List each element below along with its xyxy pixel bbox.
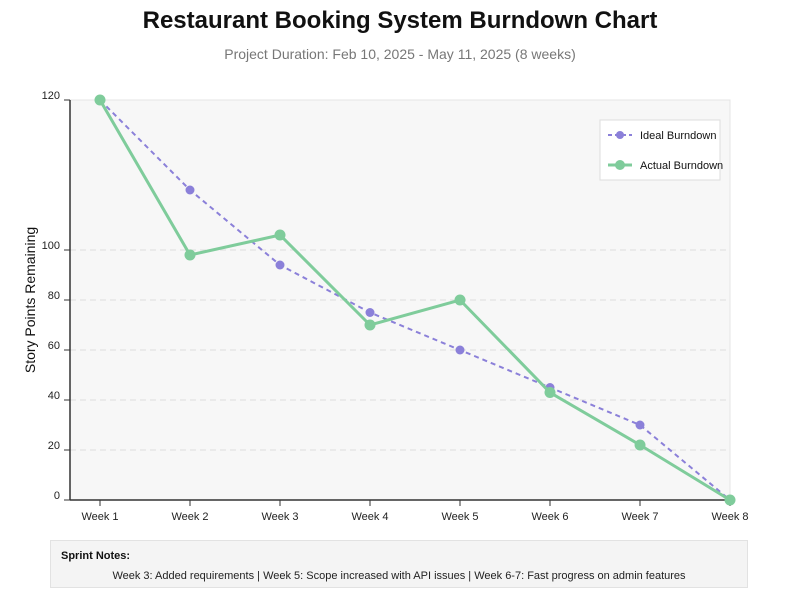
- actual-burndown-point: [634, 439, 646, 451]
- actual-burndown-point: [364, 319, 376, 331]
- y-tick-label: 120: [42, 90, 60, 102]
- actual-burndown-point: [94, 94, 106, 106]
- actual-burndown-legend-label: Actual Burndown: [640, 160, 723, 172]
- x-tick-label: Week 8: [711, 511, 748, 523]
- x-tick-label: Week 4: [351, 511, 388, 523]
- ideal-burndown-point: [185, 185, 195, 195]
- y-tick-label: 100: [42, 240, 60, 252]
- ideal-burndown-point: [275, 260, 285, 270]
- y-axis-label: Story Points Remaining: [22, 227, 38, 373]
- ideal-burndown-legend-label: Ideal Burndown: [640, 130, 716, 142]
- ideal-burndown-legend-marker: [616, 131, 624, 139]
- actual-burndown-point: [454, 294, 466, 306]
- sprint-notes-heading: Sprint Notes:: [61, 550, 131, 562]
- ideal-burndown-line: [99, 99, 731, 501]
- x-tick-label: Week 3: [261, 511, 298, 523]
- sprint-notes-text: Week 3: Added requirements | Week 5: Sco…: [112, 570, 686, 582]
- ideal-burndown-point: [455, 345, 465, 355]
- chart-title: Restaurant Booking System Burndown Chart: [142, 7, 658, 34]
- y-tick-label: 40: [48, 390, 60, 402]
- actual-burndown-point: [184, 249, 196, 261]
- x-tick-label: Week 7: [621, 511, 658, 523]
- y-tick-label: 0: [54, 490, 60, 502]
- chart-subtitle: Project Duration: Feb 10, 2025 - May 11,…: [224, 46, 576, 62]
- x-tick-label: Week 6: [531, 511, 568, 523]
- burndown-chart: 0 20 40 60 80 100 120 Week 1 Week 2 Week 3 Week 4 W…: [22, 90, 749, 523]
- actual-burndown-point: [274, 229, 286, 241]
- y-tick-label: 80: [48, 290, 60, 302]
- actual-burndown-legend-marker: [615, 160, 625, 170]
- x-tick-label: Week 1: [81, 511, 118, 523]
- actual-burndown-point: [724, 494, 736, 506]
- y-tick-label: 20: [48, 440, 60, 452]
- x-tick-label: Week 5: [441, 511, 478, 523]
- sprint-notes-panel: Sprint Notes: Week 3: Added requirements…: [50, 540, 748, 588]
- actual-burndown-line: [98, 99, 731, 502]
- ideal-burndown-point: [365, 308, 375, 317]
- ideal-burndown-point: [635, 420, 645, 430]
- x-tick-label: Week 2: [171, 511, 208, 523]
- y-tick-label: 60: [48, 340, 60, 352]
- actual-burndown-point: [544, 387, 556, 398]
